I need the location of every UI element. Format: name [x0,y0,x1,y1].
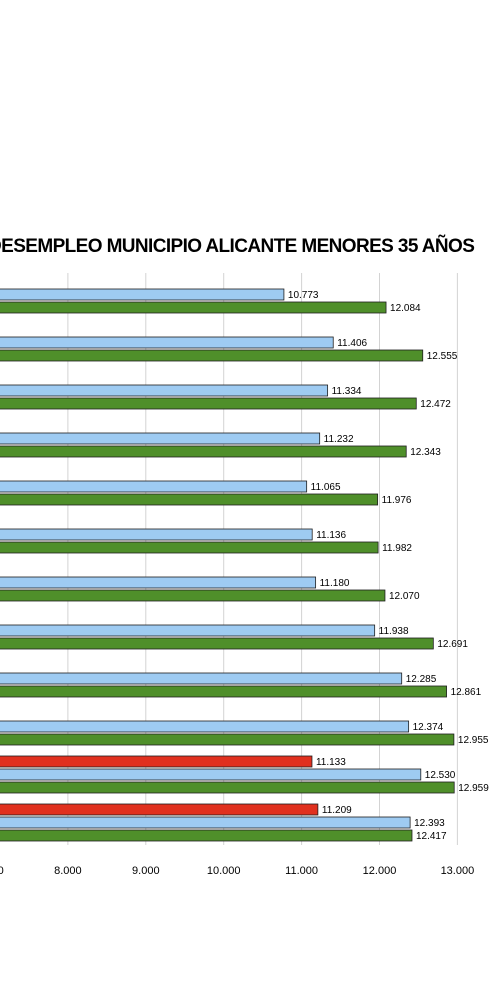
bar [0,336,334,349]
bar [0,803,319,816]
bar [0,480,308,493]
data-label: 12.530 [425,770,456,781]
bar [0,541,379,554]
bar [0,829,413,842]
x-tick-label: 9.000 [132,865,160,877]
data-label: 11.982 [382,543,412,554]
data-label: 11.133 [316,757,346,768]
bar [0,816,411,829]
data-label: 12.472 [420,399,451,410]
data-label: 12.417 [416,831,447,842]
bar [0,624,376,637]
data-label: 12.374 [413,722,444,733]
bar [0,528,313,541]
x-tick-label: 11.000 [285,865,318,877]
bar [0,733,455,746]
bar [0,755,313,768]
data-label: 12.555 [427,351,458,362]
bar [0,768,422,781]
bar [0,576,317,589]
bar [0,589,386,602]
bar [0,301,387,314]
data-label: 11.232 [324,434,354,445]
data-label: 11.938 [379,626,409,637]
data-label: 12.285 [406,674,437,685]
x-tick-label: 12.000 [363,865,397,877]
x-tick-label: 13.000 [441,865,475,877]
data-label: 11.180 [320,578,350,589]
data-label: 12.691 [437,639,468,650]
bar [0,720,410,733]
bar [0,637,434,650]
chart-title: DESEMPLEO MUNICIPIO ALICANTE MENORES 35 … [0,236,475,257]
data-label: 11.209 [322,805,352,816]
bar [0,349,424,362]
data-label: 11.065 [311,482,341,493]
bar [0,397,417,410]
data-label: 12.959 [458,783,489,794]
x-tick-label: 10.000 [207,865,241,877]
data-label: 12.070 [389,591,420,602]
bar [0,685,447,698]
bar [0,288,285,301]
bar [0,493,379,506]
data-label: 12.343 [410,447,441,458]
data-label: 12.955 [458,735,489,746]
data-label: 10.773 [288,290,319,301]
data-label: 11.976 [382,495,412,506]
bar [0,781,455,794]
x-tick-label: 8.000 [54,865,82,877]
bar [0,432,321,445]
data-label: 12.084 [390,303,421,314]
data-label: 11.406 [337,338,367,349]
x-tick-label: 7.000 [0,865,4,877]
data-label: 11.334 [332,386,362,397]
bar [0,672,403,685]
bar [0,384,329,397]
bar [0,445,407,458]
data-label: 12.861 [451,687,482,698]
data-label: 12.393 [414,818,445,829]
data-label: 11.136 [316,530,346,541]
